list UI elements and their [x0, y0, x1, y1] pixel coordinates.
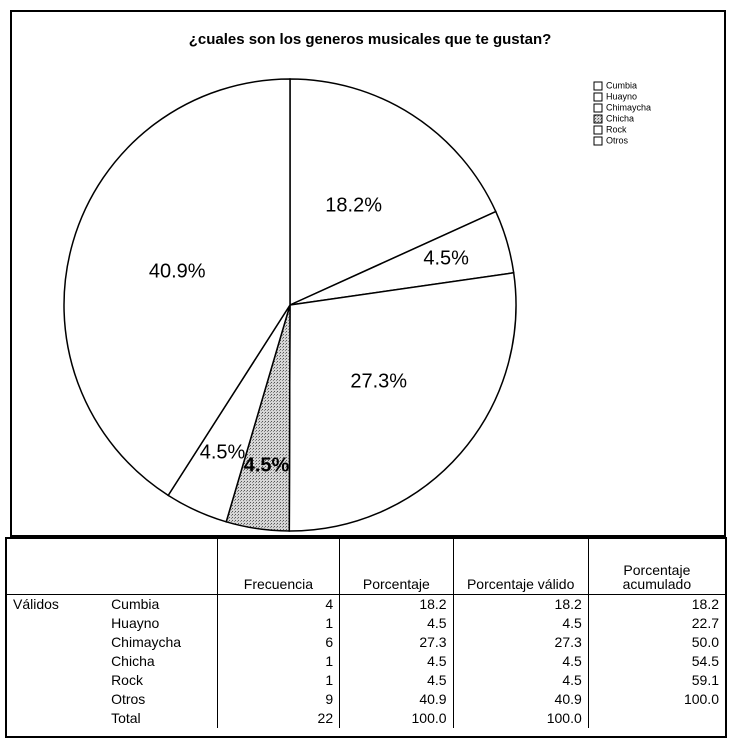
table-row: Chicha 1 4.5 4.5 54.5 [7, 652, 725, 671]
slice-label: 27.3% [350, 370, 407, 392]
legend-label: Otros [606, 135, 629, 145]
cell: 22 [216, 709, 340, 728]
column-header: Frecuencia [216, 539, 340, 595]
blank [7, 539, 106, 595]
group-label: Válidos [13, 596, 59, 612]
row-label: Rock [111, 672, 143, 688]
blank [7, 690, 105, 709]
cell: 4.5 [452, 614, 589, 633]
blank [105, 539, 218, 595]
cell: 59.1 [587, 671, 725, 690]
column-header: Porcentaje válido [452, 539, 589, 595]
cell: 18.2 [339, 594, 454, 614]
row-label: Otros [111, 691, 146, 707]
cell: 22.7 [587, 614, 725, 633]
cell: 1 [216, 614, 340, 633]
blank [7, 652, 105, 671]
cell: 40.9 [339, 690, 454, 709]
legend-swatch [593, 103, 603, 113]
slice-label: 4.5% [244, 454, 290, 476]
cell: 6 [216, 633, 340, 652]
pie-slice [288, 271, 517, 532]
legend-swatch [593, 81, 603, 91]
table-row: Chimaycha 6 27.3 27.3 50.0 [7, 633, 725, 652]
legend-swatch [593, 125, 603, 135]
row-label: Huayno [111, 615, 160, 631]
table-row: Otros 9 40.9 40.9 100.0 [7, 690, 725, 709]
cell: 100.0 [452, 709, 589, 728]
chart: ¿cuales son los generos musicales que te… [10, 10, 726, 537]
cell: 1 [216, 671, 340, 690]
legend-label: Rock [606, 124, 627, 134]
pie-slice [289, 78, 497, 307]
blank [587, 709, 725, 728]
cell: 4.5 [339, 614, 454, 633]
table-row: Válidos Cumbia 4 18.2 18.2 18.2 [7, 594, 725, 614]
cell: 27.3 [339, 633, 454, 652]
cell: 4.5 [339, 652, 454, 671]
slice-label: 18.2% [325, 194, 382, 216]
column-header: Porcentaje [339, 539, 454, 595]
table-row: Rock 1 4.5 4.5 59.1 [7, 671, 725, 690]
legend-swatch [593, 114, 603, 124]
cell: 4.5 [452, 652, 589, 671]
cell: 18.2 [452, 594, 589, 614]
legend-label: Huayno [606, 91, 637, 101]
cell: 4.5 [452, 671, 589, 690]
column-header: Porcentaje acumulado [587, 539, 725, 595]
legend-swatch [593, 136, 603, 146]
legend-label: Chimaycha [606, 102, 651, 112]
blank [7, 709, 105, 728]
cell: 9 [216, 690, 340, 709]
chart-title: ¿cuales son los generos musicales que te… [189, 31, 552, 48]
table-row: Huayno 1 4.5 4.5 22.7 [7, 614, 725, 633]
row-label: Chicha [111, 653, 155, 669]
slice-label: 40.9% [149, 260, 206, 282]
blank [7, 614, 105, 633]
cell: 27.3 [452, 633, 589, 652]
table-row: Total 22 100.0 100.0 [7, 709, 725, 728]
cell: 54.5 [587, 652, 725, 671]
blank [7, 671, 105, 690]
row-label: Cumbia [111, 596, 160, 612]
cell: 40.9 [452, 690, 589, 709]
pie-slice [63, 78, 291, 497]
legend-swatch [593, 92, 603, 102]
row-label: Chimaycha [111, 634, 182, 650]
cell: 4.5 [339, 671, 454, 690]
cell: 100.0 [587, 690, 725, 709]
slice-label: 4.5% [200, 441, 246, 463]
row-label: Total [111, 710, 141, 726]
cell: 1 [216, 652, 340, 671]
cell: 50.0 [587, 633, 725, 652]
cell: 100.0 [339, 709, 454, 728]
cell: 4 [216, 594, 340, 614]
table: Frecuencia Porcentaje Porcentaje válido Por… [7, 539, 725, 728]
legend-label: Cumbia [606, 80, 637, 90]
cell: 18.2 [587, 594, 725, 614]
slice-label: 4.5% [423, 248, 469, 270]
blank [7, 633, 105, 652]
frequency-table: Frecuencia Porcentaje Porcentaje válido Por… [5, 537, 727, 738]
legend-label: Chicha [606, 113, 634, 123]
